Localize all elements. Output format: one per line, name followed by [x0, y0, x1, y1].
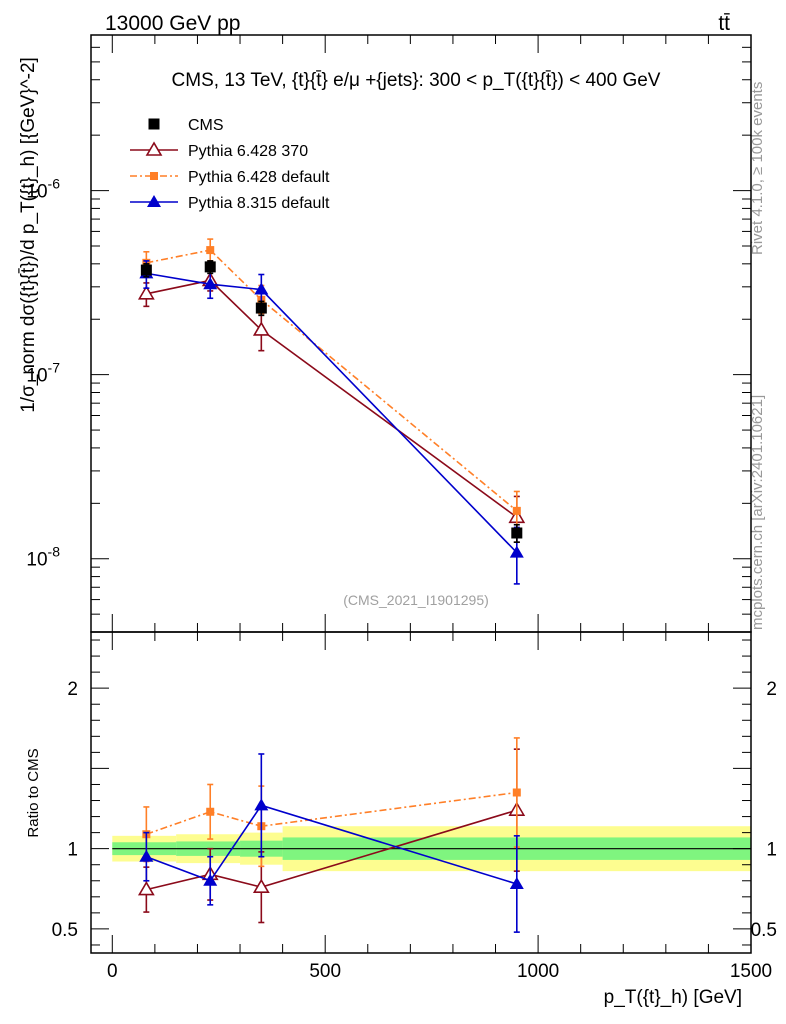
ratio-xtick-label: 1000: [517, 961, 559, 982]
ratio-point-pythia-8-315-default: [254, 798, 269, 811]
ratio-ytick-label: 0.5: [52, 920, 78, 941]
ratio-ylabel: Ratio to CMS: [25, 748, 42, 837]
ratio-ytick-label: 2: [67, 679, 78, 700]
process-label: tt̄: [718, 12, 730, 35]
ratio-point-pythia-6-428-370: [137, 881, 155, 896]
main-point-pythia-8-315-default: [509, 545, 524, 558]
legend-marker-pythia-8-315-default: [147, 195, 161, 207]
main-point-pythia-6-428-default: [512, 506, 521, 515]
legend-label-pythia-6-428-370: Pythia 6.428 370: [188, 143, 308, 160]
main-point-pythia-6-428-default: [206, 246, 215, 255]
main-ytick-label: 10-8: [26, 544, 60, 571]
mcplots-label: mcplots.cern.ch [arXiv:2401.10621]: [749, 395, 766, 630]
legend-marker-pythia-6-428-default: [150, 172, 158, 180]
ratio-line-pythia-6-428-default: [146, 791, 517, 835]
main-point-cms: [140, 264, 152, 276]
ratio-point-pythia-6-428-default: [206, 807, 215, 816]
main-ytick-exponent: -8: [48, 544, 61, 560]
main-ytick-exponent: -6: [48, 176, 61, 192]
main-title: CMS, 13 TeV, {t}{t̄} e/μ +{jets}: 300 < …: [172, 70, 661, 91]
legend-label-cms: CMS: [188, 117, 224, 134]
ratio-point-pythia-6-428-default: [512, 788, 521, 797]
ratio-xlabel: p_T({t}_h) [GeV]: [604, 987, 742, 1008]
legend-label-pythia-6-428-default: Pythia 6.428 default: [188, 169, 330, 186]
ratio-series-group: [137, 737, 526, 933]
analysis-tag: (CMS_2021_I1901295): [343, 592, 489, 608]
ratio-point-pythia-6-428-370: [252, 878, 270, 893]
main-ylabel: 1/σ_norm dσ({t}{t̄})/d p_T({t}_h) [{GeV}…: [18, 57, 39, 413]
main-point-cms: [204, 261, 216, 273]
main-point-pythia-6-428-370: [137, 285, 155, 300]
main-line-pythia-8-315-default: [146, 272, 518, 554]
main-point-pythia-8-315-default: [254, 282, 269, 295]
ratio-ytick-label: 1: [67, 840, 78, 861]
ratio-point-pythia-8-315-default: [139, 849, 154, 862]
ratio-xtick-label: 0: [107, 961, 118, 982]
ratio-line-pythia-8-315-default: [146, 804, 518, 885]
ratio-xtick-label: 1500: [730, 961, 772, 982]
legend-marker-pythia-6-428-370: [145, 141, 163, 156]
main-point-cms: [511, 527, 523, 539]
ratio-panel-frame: [90, 631, 752, 954]
main-point-pythia-8-315-default: [203, 277, 218, 290]
ratio-ytick-label-right: 1: [766, 840, 777, 861]
beam-label: 13000 GeV pp: [105, 12, 240, 35]
ratio-ytick-label-right: 2: [766, 679, 777, 700]
main-axis-ticks: 10-810-710-6: [26, 34, 752, 633]
ratio-point-pythia-8-315-default: [509, 876, 524, 889]
main-line-pythia-6-428-default: [146, 249, 518, 512]
ratio-point-pythia-8-315-default: [203, 873, 218, 886]
main-ytick-exponent: -7: [48, 360, 61, 376]
legend: CMS Pythia 6.428 370 Pythia 6.428 default P…: [130, 117, 330, 212]
legend-label-pythia-8-315-default: Pythia 8.315 default: [188, 195, 330, 212]
ratio-axis-ticks: 0.5 0.5 1 1 2 2 0 500 1000 1500: [52, 632, 777, 982]
legend-marker-cms: [148, 118, 160, 130]
main-point-pythia-6-428-370: [252, 321, 270, 336]
main-line-pythia-6-428-370: [146, 279, 518, 518]
rivet-version-label: Rivet 4.1.0, ≥ 100k events: [749, 82, 766, 255]
main-point-cms: [255, 302, 267, 314]
main-series-group: [137, 238, 526, 585]
ratio-ytick-label-right: 0.5: [751, 920, 777, 941]
ratio-line-pythia-6-428-370: [146, 809, 518, 891]
ratio-xtick-label: 500: [309, 961, 341, 982]
